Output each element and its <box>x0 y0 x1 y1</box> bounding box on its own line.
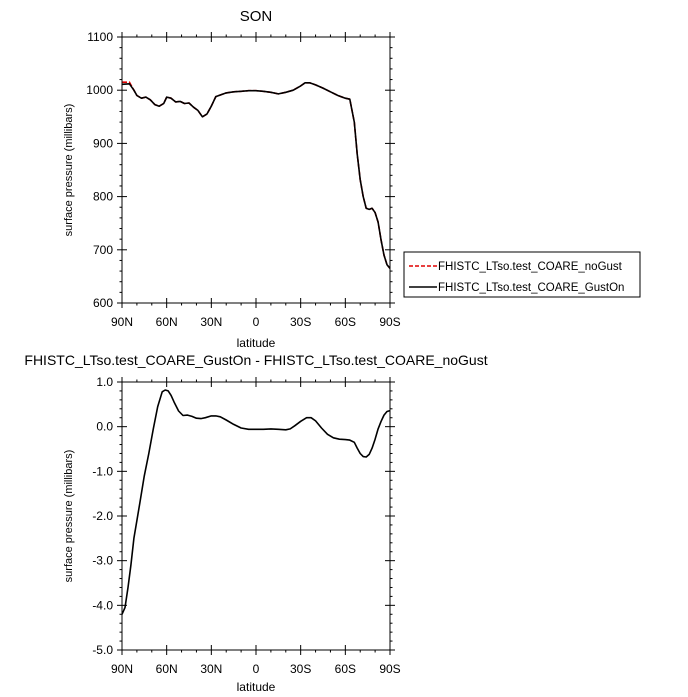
y-tick-label: 1.0 <box>96 375 113 389</box>
x-axis-ticks: 90N 60N 30N 0 30S 60S 90S <box>111 377 401 676</box>
x-axis-label: latitude <box>237 680 276 694</box>
legend-box <box>403 251 641 298</box>
x-tick-label: 60S <box>335 662 356 676</box>
x-tick-label: 60N <box>156 315 178 329</box>
x-tick-label: 90S <box>379 662 400 676</box>
legend-label: FHISTC_LTso.test_COARE_GustOn <box>438 282 624 294</box>
y-tick-label: 900 <box>93 136 113 150</box>
y-tick-label: 800 <box>93 190 113 204</box>
y-tick-label: 700 <box>93 243 113 257</box>
x-tick-label: 60S <box>335 315 356 329</box>
y-tick-label: -2.0 <box>92 509 113 523</box>
x-tick-label: 30N <box>200 315 222 329</box>
x-tick-label: 30N <box>200 662 222 676</box>
y-tick-label: 600 <box>93 296 113 310</box>
x-tick-label: 60N <box>156 662 178 676</box>
plot-frame <box>121 381 391 651</box>
y-tick-label: -3.0 <box>92 554 113 568</box>
y-axis-label: surface pressure (millibars) <box>63 104 75 237</box>
y-tick-label: 0.0 <box>96 420 113 434</box>
y-tick-label: 1000 <box>86 83 113 97</box>
series-line <box>121 389 391 615</box>
x-tick-label: 30S <box>290 662 311 676</box>
x-tick-label: 0 <box>253 315 260 329</box>
chart-title: FHISTC_LTso.test_COARE_GustOn - FHISTC_L… <box>24 352 487 368</box>
x-tick-label: 90S <box>379 315 400 329</box>
legend: FHISTC_LTso.test_COARE_noGust FHISTC_LTs… <box>403 251 641 298</box>
series-line <box>121 82 391 269</box>
x-axis-label: latitude <box>237 336 276 350</box>
plot-frame <box>121 36 391 304</box>
x-tick-label: 30S <box>290 315 311 329</box>
series-group <box>121 81 391 269</box>
y-axis-ticks: 600 700 800 900 1000 1100 <box>86 30 395 310</box>
x-tick-label: 0 <box>253 662 260 676</box>
y-axis-ticks: -5.0 -4.0 -3.0 -2.0 -1.0 0.0 1.0 <box>92 375 395 657</box>
y-tick-label: -5.0 <box>92 643 113 657</box>
legend-label: FHISTC_LTso.test_COARE_noGust <box>438 261 623 273</box>
y-tick-label: -1.0 <box>92 464 113 478</box>
y-tick-label: 1100 <box>87 30 113 44</box>
chart-title: SON <box>240 8 273 25</box>
y-axis-label: surface pressure (millibars) <box>63 450 75 583</box>
series-group <box>121 389 391 615</box>
x-tick-label: 90N <box>111 315 133 329</box>
series-line <box>122 81 391 269</box>
bottom-panel: FHISTC_LTso.test_COARE_GustOn - FHISTC_L… <box>24 352 487 694</box>
top-panel: SON 600 700 800 900 1000 1100 90N 60N 30N 0 30S 60… <box>63 8 641 350</box>
x-axis-ticks: 90N 60N 30N 0 30S 60S 90S <box>111 32 401 329</box>
x-tick-label: 90N <box>111 662 133 676</box>
y-tick-label: -4.0 <box>92 598 113 612</box>
